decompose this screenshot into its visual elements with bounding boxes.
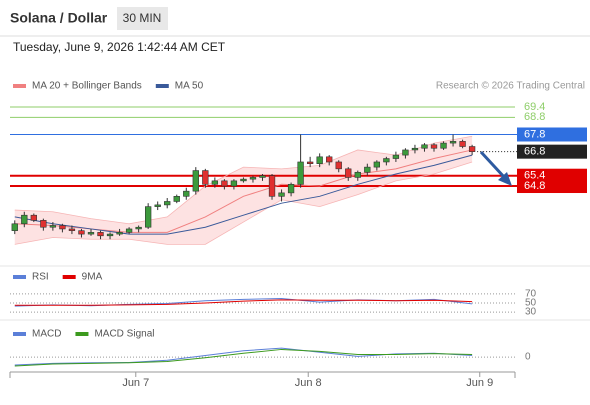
series-line: [14, 161, 473, 245]
level-label: 67.8: [524, 128, 545, 140]
candle-body: [249, 177, 257, 180]
title: Solana / Dollar: [10, 10, 108, 26]
candle-body: [402, 149, 409, 156]
candle-body: [68, 228, 76, 231]
candle-body: [468, 146, 476, 152]
legend-swatch: [13, 84, 26, 88]
candle-body: [154, 204, 161, 207]
x-tick-label: Jun 9: [466, 377, 493, 389]
candle-body: [411, 147, 419, 151]
series-line: [14, 347, 473, 366]
candle-body: [259, 175, 266, 178]
legend-swatch: [62, 275, 76, 279]
candle-body: [268, 175, 276, 197]
legend-swatch: [13, 332, 26, 336]
candle-body: [221, 180, 228, 187]
candle-body: [211, 180, 219, 185]
candle-body: [21, 214, 28, 225]
candle-body: [87, 232, 95, 235]
candle-body: [11, 223, 18, 231]
candle-body: [49, 225, 57, 228]
candle-body: [297, 161, 304, 185]
candle-body: [202, 170, 209, 185]
candle-body: [230, 180, 238, 187]
legend-label: MA 20 + Bollinger Bands: [32, 81, 142, 92]
y-tick-label: 30: [525, 307, 537, 318]
x-tick-label: Jun 8: [295, 377, 322, 389]
candle-body: [116, 232, 123, 235]
candle-body: [125, 228, 133, 233]
candle-body: [240, 178, 247, 182]
credit: Research © 2026 Trading Central: [436, 81, 585, 92]
forecast-arrowhead: [498, 172, 512, 186]
candle-body: [106, 233, 114, 237]
y-tick-label: 70: [525, 289, 537, 300]
x-tick-label: Jun 7: [122, 377, 149, 389]
series-line: [14, 154, 473, 235]
level-label: 65.4: [524, 170, 545, 182]
legend-label: MA 50: [175, 81, 204, 92]
candle-body: [192, 170, 199, 192]
candle-body: [335, 161, 342, 170]
series-line: [14, 299, 473, 306]
candle-body: [316, 156, 323, 164]
level-label: 69.4: [524, 101, 545, 113]
candle-body: [421, 144, 428, 149]
candle-body: [373, 161, 380, 168]
legend-swatch: [75, 332, 89, 336]
candle-body: [278, 192, 285, 197]
bollinger-band: [14, 136, 473, 245]
candle-body: [306, 161, 314, 164]
candle-body: [392, 154, 400, 159]
candle-body: [145, 206, 152, 228]
interval-box[interactable]: [117, 7, 168, 30]
candle-body: [40, 220, 47, 228]
level-box: [517, 127, 587, 142]
level-label: 66.8: [524, 146, 545, 158]
interval[interactable]: 30 MIN: [123, 11, 162, 25]
y-tick-label: 0: [525, 352, 531, 363]
legend-label: MACD Signal: [94, 329, 154, 340]
candle-body: [164, 201, 171, 206]
level-box: [517, 144, 587, 159]
legend-swatch: [155, 84, 169, 88]
candle-body: [383, 158, 390, 163]
level-label: 64.8: [524, 180, 545, 192]
candle-body: [78, 230, 85, 235]
legend-label: MACD: [32, 329, 61, 340]
legend-label: 9MA: [82, 272, 103, 283]
candle-body: [59, 225, 66, 230]
y-tick-label: 50: [525, 298, 537, 309]
candle-body: [287, 183, 295, 194]
candle-body: [183, 190, 190, 197]
datetime: Tuesday, June 9, 2026 1:42:44 AM CET: [13, 40, 226, 54]
candle-body: [430, 144, 438, 149]
level-label: 68.8: [524, 111, 545, 123]
candle-body: [135, 226, 142, 230]
level-box: [517, 179, 587, 194]
candle-body: [459, 141, 466, 147]
series-line: [14, 348, 473, 367]
legend-label: RSI: [32, 272, 49, 283]
candle-body: [97, 232, 104, 237]
legend-swatch: [13, 275, 26, 279]
candle-body: [449, 141, 457, 144]
candle-body: [173, 196, 180, 202]
candle-body: [345, 168, 352, 178]
candle-body: [30, 214, 37, 221]
candle-body: [354, 171, 361, 178]
candle-body: [364, 166, 371, 173]
forecast-arrow: [479, 150, 507, 180]
candle-body: [326, 156, 333, 163]
candle-body: [440, 142, 447, 149]
